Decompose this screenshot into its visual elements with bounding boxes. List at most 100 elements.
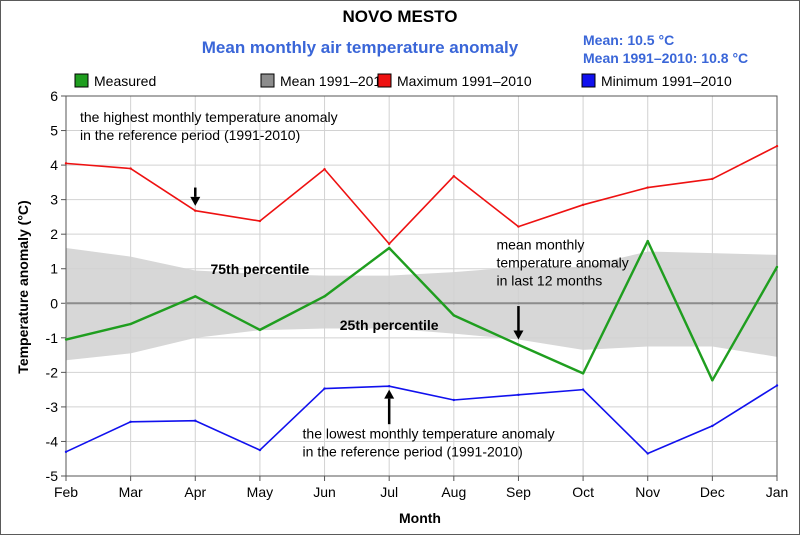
y-tick-label: -1 [46,330,59,346]
legend-item: Minimum 1991–2010 [581,73,732,89]
annotation: mean monthly temperature anomaly in last 1… [496,237,629,340]
chart-subtitle: Mean monthly air temperature anomaly [202,38,519,57]
legend-item: Mean 1991–2010 [260,73,389,89]
series-point [775,384,779,387]
y-axis-title: Temperature anomaly (°C) [15,200,31,373]
series-point [452,174,456,178]
legend: Measured Mean 1991–2010 Maximum 1991–2010 M… [74,73,732,89]
series-point [64,338,68,341]
series-point [323,168,326,171]
stat-mean: Mean: 10.5 °C [583,32,674,48]
series-point [646,239,649,243]
legend-label: Measured [94,73,156,89]
y-tick-label: 1 [50,261,58,277]
series-point [775,265,779,269]
series-point [64,450,68,454]
series-point [129,167,132,170]
x-tick-label: Apr [184,484,206,500]
x-tick-label: May [247,484,273,500]
x-tick-label: Dec [700,484,725,500]
legend-swatch [74,73,89,88]
plot-area: -5 -4 -3 -2 -1 0 1 2 3 4 5 6 Feb Mar Apr May Jun Jul Aug Se… [46,88,789,500]
series-point [194,209,197,212]
legend-swatch [377,73,392,88]
series-point [646,302,649,305]
annotation-text: in last 12 months [496,273,602,289]
series-point [517,225,520,228]
series-point [323,387,326,390]
series-point [387,302,391,305]
series-line [65,384,778,455]
chart-title: NOVO MESTO [343,7,458,26]
series-point [581,388,585,391]
annotation-arrow-head [384,389,395,399]
series-point [711,177,714,181]
annotation-arrow-head [190,196,201,206]
annotation-text: in the reference period (1991-2010) [303,444,523,460]
series-point [711,424,714,428]
x-tick-label: Nov [635,484,660,500]
y-tick-label: 4 [50,157,58,173]
x-tick-label: Oct [572,484,594,500]
series-point [387,384,391,388]
y-tick-label: 6 [50,88,58,104]
series-point [258,328,262,332]
y-tick-label: -5 [46,468,59,484]
series-point [323,295,326,298]
y-tick-label: -2 [46,364,59,380]
stat-mean-reference: Mean 1991–2010: 10.8 °C [583,50,748,66]
x-tick-label: Sep [506,484,531,500]
y-tick-label: -3 [46,399,59,415]
legend-item: Maximum 1991–2010 [377,73,532,89]
y-tick-label: -4 [46,433,59,449]
series-point [775,144,779,148]
x-tick-label: Feb [54,484,78,500]
series-point [581,302,585,305]
series-point [194,302,197,305]
series-point [323,302,326,305]
x-tick-label: Jan [766,484,789,500]
y-tick-label: 2 [50,226,58,242]
series-point [517,393,520,397]
series-point [129,322,132,326]
x-tick-label: Jun [313,484,336,500]
plot-border [65,95,778,477]
series-point [517,302,520,305]
y-tick-label: 3 [50,192,58,208]
series-point [258,302,262,305]
series-point [517,343,520,346]
series-point [711,379,714,382]
annotation-text: the highest monthly temperature anomaly [80,109,338,125]
series-point [452,398,456,402]
legend-label: Mean 1991–2010 [280,73,389,89]
series-point [194,295,197,298]
x-tick-label: Aug [441,484,466,500]
y-tick-label: 0 [50,295,58,311]
y-tick-label: 5 [50,123,58,139]
series-point [775,302,779,305]
legend-swatch [260,73,275,88]
series-point [64,162,68,165]
series-point [387,246,391,250]
series-point [194,419,197,422]
annotation: the highest monthly temperature anomaly i… [80,109,338,206]
series-point [452,302,456,305]
legend-item: Measured [74,73,156,89]
annotation-arrow-head [513,330,524,340]
annotation-text: in the reference period (1991-2010) [80,127,300,143]
series-point [581,372,585,375]
series-point [452,314,456,317]
annotation: the lowest monthly temperature anomaly in… [303,389,555,460]
annotation-text: mean monthly [496,237,584,253]
series-point [711,302,714,305]
legend-label: Minimum 1991–2010 [601,73,732,89]
series-point [387,242,391,246]
series-line [65,145,778,245]
series-point [258,219,262,223]
band-label: 75th percentile [210,261,309,277]
x-tick-label: Jul [380,484,398,500]
series-point [581,203,585,207]
annotation-text: temperature anomaly [496,255,628,271]
legend-label: Maximum 1991–2010 [397,73,532,89]
legend-swatch [581,73,596,88]
